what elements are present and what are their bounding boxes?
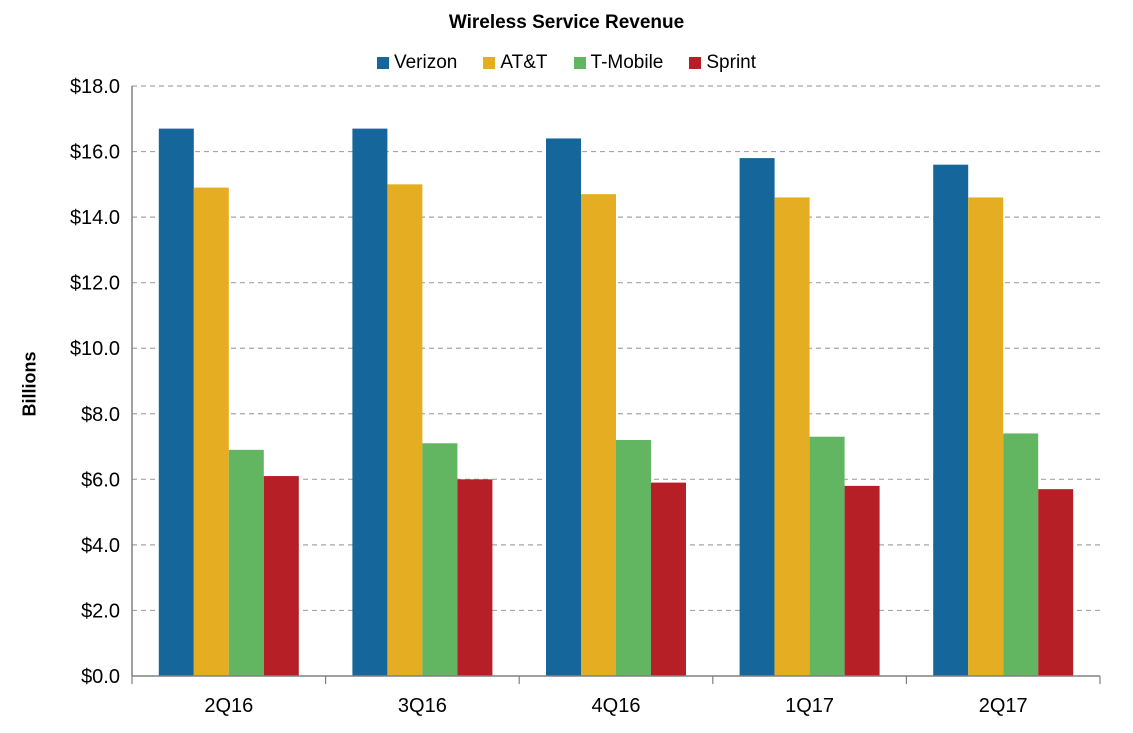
legend-label: AT&T: [500, 52, 548, 73]
bar-sprint-3q16: [457, 479, 493, 676]
legend-entry: AT&T: [483, 52, 548, 74]
bar-t-mobile-4q16: [616, 440, 651, 676]
y-tick-label: $4.0: [81, 535, 120, 557]
y-tick-label: $2.0: [81, 600, 120, 622]
y-tick-label: $10.0: [70, 338, 120, 360]
bar-t-mobile-3q16: [422, 443, 458, 676]
bar-at-t-3q16: [387, 184, 423, 677]
bar-at-t-1q17: [774, 197, 810, 676]
x-tick-label: 2Q17: [979, 695, 1028, 717]
bar-t-mobile-2q16: [228, 449, 264, 676]
bar-at-t-2q16: [193, 187, 229, 676]
legend-entry: T-Mobile: [573, 52, 664, 74]
x-tick-label: 4Q16: [592, 695, 641, 717]
legend: Verizon AT&T T-Mobile Sprint: [0, 52, 1133, 74]
legend-swatch: [376, 57, 389, 69]
bar-verizon-2q16: [158, 128, 194, 677]
x-tick-label: 1Q17: [785, 695, 834, 717]
legend-swatch: [689, 57, 702, 69]
bar-t-mobile-2q17: [1003, 433, 1039, 676]
bar-at-t-4q16: [581, 194, 616, 676]
x-tick-label: 3Q16: [398, 695, 447, 717]
bar-verizon-3q16: [352, 128, 388, 677]
legend-entry: Sprint: [689, 52, 756, 74]
legend-swatch: [573, 57, 586, 69]
bar-verizon-4q16: [546, 138, 581, 676]
y-tick-label: $14.0: [70, 207, 120, 229]
y-tick-label: $8.0: [81, 404, 120, 426]
legend-label: T-Mobile: [590, 52, 664, 73]
y-tick-label: $0.0: [81, 666, 120, 688]
bar-at-t-2q17: [968, 197, 1004, 676]
bar-verizon-2q17: [933, 164, 969, 676]
y-tick-label: $6.0: [81, 469, 120, 491]
bar-sprint-2q17: [1038, 489, 1074, 676]
bar-sprint-1q17: [844, 485, 880, 676]
bar-sprint-4q16: [651, 482, 686, 676]
legend-label: Sprint: [706, 52, 757, 73]
x-tick-label: 2Q16: [204, 695, 253, 717]
y-tick-label: $18.0: [70, 76, 120, 98]
bar-sprint-2q16: [263, 476, 299, 676]
y-tick-label: $12.0: [70, 273, 120, 295]
y-tick-label: $16.0: [70, 142, 120, 164]
bar-t-mobile-1q17: [809, 436, 845, 676]
chart-title: Wireless Service Revenue: [448, 12, 685, 33]
legend-label: Verizon: [393, 52, 458, 73]
bar-verizon-1q17: [739, 158, 775, 677]
legend-swatch: [483, 57, 496, 69]
legend-entry: Verizon: [376, 52, 458, 74]
